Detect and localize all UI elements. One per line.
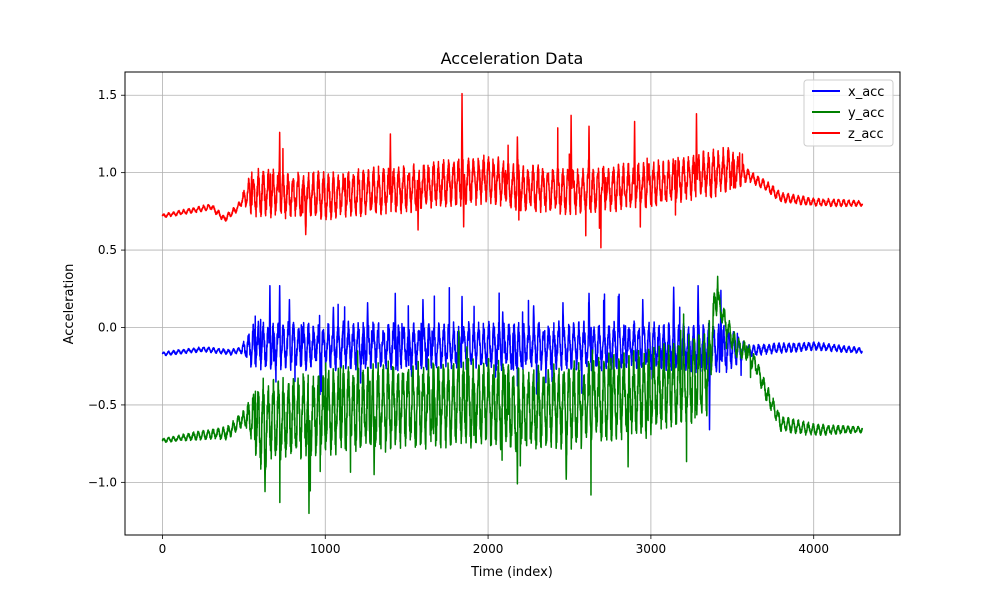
y-axis-label: Acceleration (62, 264, 77, 345)
series-line-z-acc (161, 92, 864, 249)
series-layer (161, 92, 864, 515)
y-tick-label: −1.0 (88, 475, 117, 489)
legend-label-x-acc: x_acc (848, 85, 884, 100)
x-tick-label: 0 (159, 542, 167, 556)
legend-label-y-acc: y_acc (848, 106, 884, 121)
y-tick-label: 0.5 (98, 243, 117, 257)
axis-ticks: 0 1000 2000 3000 4000 −1.0 −0.5 0.0 0.5 1.0 1.5 (88, 88, 829, 556)
x-tick-label: 3000 (636, 542, 667, 556)
x-tick-label: 1000 (310, 542, 341, 556)
x-tick-label: 2000 (473, 542, 504, 556)
x-tick-label: 4000 (798, 542, 829, 556)
legend: x_acc y_acc z_acc (803, 79, 894, 147)
x-axis-label: Time (index) (470, 565, 553, 580)
plot-frame (124, 71, 901, 536)
y-tick-label: 1.0 (98, 166, 117, 180)
legend-label-z-acc: z_acc (848, 127, 884, 142)
y-tick-label: 0.0 (98, 321, 117, 335)
series-line-y-acc (161, 275, 864, 515)
legend-box (803, 79, 894, 147)
y-tick-label: 1.5 (98, 88, 117, 102)
y-tick-label: −0.5 (88, 398, 117, 412)
chart-title: Acceleration Data (441, 49, 584, 68)
